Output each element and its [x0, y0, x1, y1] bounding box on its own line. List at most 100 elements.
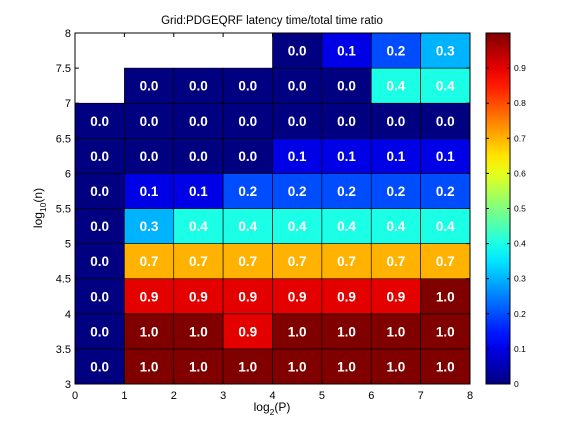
cell-value-label: 0.0	[238, 149, 257, 164]
cell-value-label: 0.3	[436, 44, 455, 59]
heatmap-cell	[222, 208, 273, 244]
cell-value-label: 1.0	[140, 359, 159, 374]
y-tick-label: 5	[65, 239, 71, 251]
cell-value-label: 0.7	[436, 254, 455, 269]
heatmap-cell	[222, 243, 273, 280]
cell-value-label: 0.0	[436, 114, 455, 129]
cell-value-label: 1.0	[288, 324, 307, 339]
heatmap-cell	[124, 278, 175, 315]
cell-value-label: 0.1	[140, 184, 159, 199]
cell-value-label: 0.4	[189, 219, 208, 234]
heatmap-cell	[420, 102, 471, 139]
cell-value-label: 0.0	[90, 184, 109, 199]
heatmap-cell	[272, 173, 323, 209]
heatmap-cell	[74, 173, 125, 209]
cell-value-label: 0.4	[436, 79, 455, 94]
cell-value-label: 0.7	[387, 254, 406, 269]
heatmap-cell	[222, 102, 273, 139]
heatmap-cell	[321, 138, 372, 174]
heatmap-cell	[173, 67, 224, 104]
cell-value-label: 0.7	[337, 254, 356, 269]
heatmap-cell	[370, 138, 421, 174]
heatmap-cell	[124, 208, 175, 244]
cell-value-label: 0.0	[288, 114, 307, 129]
y-axis: 3 3.5 4 4.5 5 5.5 6 6.5 7 7.5 8	[56, 28, 470, 391]
heatmap-cell	[321, 32, 372, 69]
x-tick-label: 0	[72, 390, 78, 402]
cell-value-label: 0.9	[337, 289, 356, 304]
colorbar-tick-label: 0.6	[514, 168, 526, 178]
heatmap-cell	[272, 102, 323, 139]
cell-value-label: 0.4	[387, 79, 406, 94]
cell-value-label: 1.0	[288, 359, 307, 374]
heatmap-cell	[272, 278, 323, 315]
cell-value-labels: 0.0 1.0 1.0 1.0 1.0 1.0 1.0 1.0 0.0 1.0 1.0 0.9 1.0 1…	[90, 44, 455, 375]
heatmap-cell	[370, 278, 421, 315]
colorbar-ticks: 0 0.1 0.2 0.3 0.4 0.5 0.6 0.7 0.8 0.9	[486, 63, 526, 389]
heatmap-cell	[370, 32, 421, 69]
y-tick-label: 8	[65, 28, 71, 40]
cell-value-label: 0.9	[238, 289, 257, 304]
cell-value-label: 0.1	[337, 149, 356, 164]
heatmap-cell	[272, 208, 323, 244]
cell-value-label: 0.0	[288, 44, 307, 59]
heatmap-cell	[222, 67, 273, 104]
cell-value-label: 0.0	[90, 254, 109, 269]
colorbar-tick-label: 0.4	[514, 239, 526, 249]
x-tick-label: 8	[467, 390, 473, 402]
cell-value-label: 1.0	[436, 359, 455, 374]
cell-value-label: 1.0	[436, 324, 455, 339]
colorbar-tick-label: 0.9	[514, 63, 526, 73]
y-tick-label: 3	[65, 379, 71, 391]
cell-value-label: 1.0	[140, 324, 159, 339]
colorbar-tick-label: 0.2	[514, 309, 526, 319]
y-tick-label: 4.5	[56, 274, 71, 286]
x-axis: 0 1 2 3 4 5 6 7 8	[72, 33, 473, 402]
cell-value-label: 0.0	[90, 219, 109, 234]
heatmap-cell	[173, 243, 224, 280]
cell-value-label: 0.7	[140, 254, 159, 269]
cell-value-label: 0.0	[90, 114, 109, 129]
heatmap-cell	[321, 348, 372, 385]
cell-value-label: 0.1	[387, 149, 406, 164]
heatmap-cell	[420, 173, 471, 209]
heatmap-cell	[272, 243, 323, 280]
heatmap-cells	[74, 32, 471, 385]
cell-value-label: 0.7	[238, 254, 257, 269]
cell-value-label: 0.0	[90, 289, 109, 304]
cell-value-label: 1.0	[337, 324, 356, 339]
colorbar-tick-label: 0.1	[514, 344, 526, 354]
cell-value-label: 0.0	[90, 149, 109, 164]
cell-value-label: 0.2	[387, 44, 406, 59]
cell-value-label: 0.2	[387, 184, 406, 199]
heatmap-cell	[420, 32, 471, 69]
heatmap-cell	[124, 138, 175, 174]
cell-value-label: 0.0	[140, 79, 159, 94]
heatmap-cell	[124, 173, 175, 209]
colorbar-tick-label: 0.7	[514, 133, 526, 143]
heatmap-cell	[124, 313, 175, 350]
colorbar-tick-label: 0.5	[514, 204, 526, 214]
heatmap-cell	[124, 348, 175, 385]
cell-value-label: 0.9	[288, 289, 307, 304]
cell-value-label: 0.3	[140, 219, 159, 234]
cell-value-label: 0.4	[337, 219, 356, 234]
colorbar-tick-label: 0.3	[514, 274, 526, 284]
cell-value-label: 0.1	[436, 149, 455, 164]
heatmap-cell	[272, 138, 323, 174]
y-tick-label: 5.5	[56, 204, 71, 216]
cell-value-label: 0.0	[337, 114, 356, 129]
heatmap-cell	[173, 208, 224, 244]
cell-value-label: 0.0	[387, 114, 406, 129]
cell-value-label: 0.0	[337, 79, 356, 94]
heatmap-cell	[74, 138, 125, 174]
cell-value-label: 0.0	[140, 149, 159, 164]
heatmap-cell	[272, 67, 323, 104]
cell-value-label: 0.2	[337, 184, 356, 199]
x-tick-label: 6	[368, 390, 374, 402]
cell-value-label: 0.0	[189, 79, 208, 94]
x-tick-label: 7	[418, 390, 424, 402]
heatmap-cell	[222, 348, 273, 385]
y-tick-label: 7.5	[56, 63, 71, 75]
